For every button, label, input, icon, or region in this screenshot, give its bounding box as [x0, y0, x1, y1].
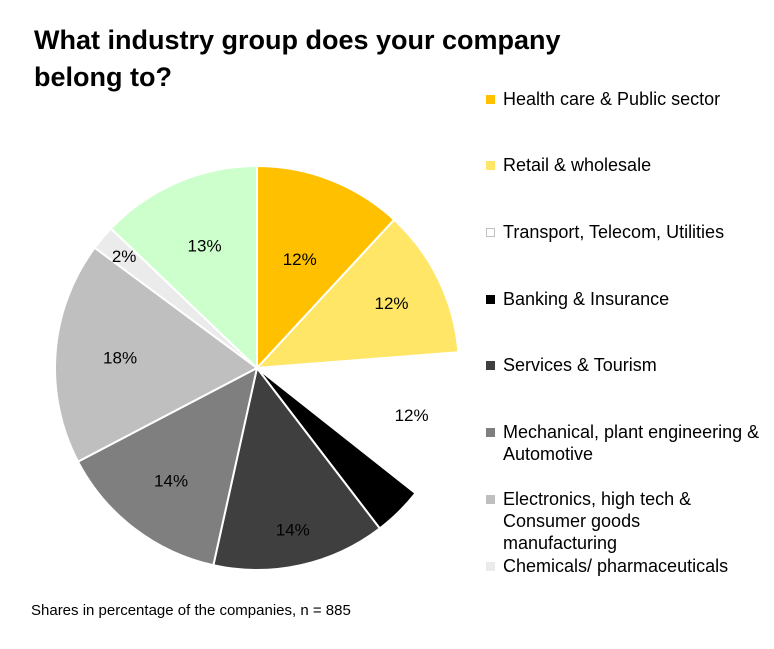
slice-value-label: 4% — [367, 483, 392, 502]
legend-swatch — [486, 161, 495, 170]
slice-value-label: 12% — [395, 406, 429, 425]
pie-slice-transport-telecom-utilities — [254, 351, 460, 495]
pie-slice-electronics-high-tech-consumer-goods-manufacturing — [54, 246, 259, 464]
pie-slice-health-care-public-sector — [256, 164, 396, 371]
legend-label: Chemicals/ pharmaceuticals — [503, 556, 729, 576]
slice-value-label: 13% — [188, 236, 222, 255]
legend-label: Retail & wholesale — [503, 155, 652, 175]
slice-value-label: 14% — [154, 471, 188, 490]
slice-value-label: 12% — [375, 294, 409, 313]
pie-slice-mechanical-plant-engineering-automotive — [76, 366, 259, 567]
legend-label: Mechanical, plant engineering & Automoti… — [503, 422, 760, 464]
footnote: Shares in percentage of the companies, n… — [31, 602, 351, 619]
pie-slice-services-tourism — [212, 365, 382, 571]
legend-label: Banking & Insurance — [503, 289, 670, 309]
legend-label: Transport, Telecom, Utilities — [503, 222, 725, 242]
legend-label: Electronics, high tech & Consumer goods … — [503, 489, 692, 553]
legend-swatch — [486, 95, 495, 104]
legend-swatch — [486, 495, 495, 504]
legend-label: Services & Tourism — [503, 355, 657, 375]
pie-slice-13 — [109, 164, 258, 371]
legend-swatch — [486, 562, 495, 571]
legend-swatch — [486, 361, 495, 370]
legend-label: Health care & Public sector — [503, 89, 721, 109]
legend-swatch — [486, 228, 495, 237]
chart-title: What industry group does your company be… — [34, 25, 561, 92]
slice-value-label: 12% — [283, 250, 317, 269]
pie-slice-retail-wholesale — [254, 218, 460, 370]
slice-value-label: 14% — [276, 521, 310, 540]
legend-swatch — [486, 428, 495, 437]
legend-swatch — [486, 295, 495, 304]
slice-value-label: 2% — [112, 247, 137, 266]
slice-value-label: 18% — [103, 348, 137, 367]
